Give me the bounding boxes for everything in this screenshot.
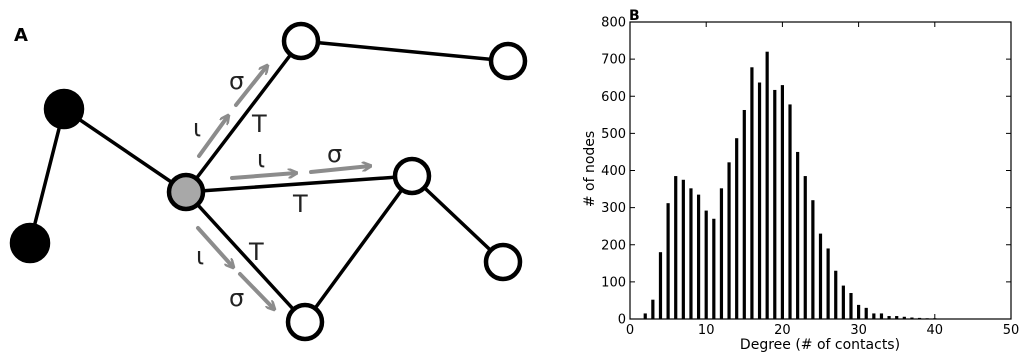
susceptible-node [392, 156, 432, 196]
y-tick-label: 600 [601, 90, 626, 105]
panel-a: A ι σ T ι σ T ι [9, 21, 528, 342]
y-tick-label: 100 [601, 275, 626, 290]
middle-iota-label: ι [257, 145, 265, 173]
histogram-bar [704, 210, 708, 319]
histogram-bar [742, 109, 746, 320]
transmission-arrows [196, 66, 370, 309]
histogram-bar [765, 51, 769, 319]
histogram-bar [872, 313, 876, 319]
y-axis-label: # of nodes [582, 131, 598, 207]
histogram-bar [681, 179, 685, 319]
upper-sigma-arrow [234, 66, 267, 107]
histogram-bar [643, 313, 647, 319]
edge [410, 174, 505, 264]
middle-t-label: T [292, 190, 308, 218]
edge [28, 107, 66, 245]
edge [303, 174, 414, 324]
middle-iota-arrow [230, 173, 296, 180]
histogram-bar [879, 313, 884, 319]
histogram-bar [857, 304, 861, 319]
histogram-bar [712, 218, 716, 319]
x-tick-label: 30 [850, 323, 867, 338]
y-tick-label: 800 [601, 16, 626, 31]
histogram-bar [780, 85, 784, 319]
y-tick-label: 400 [601, 164, 626, 179]
histogram-bar [902, 316, 906, 319]
lower-sigma-label: σ [229, 284, 244, 312]
histogram-bar [910, 317, 914, 319]
x-axis-label: Degree (# of contacts) [740, 337, 900, 353]
upper-t-label: T [251, 110, 267, 138]
arrow-labels: ι σ T ι σ T ι σ T [193, 67, 342, 312]
edge [184, 174, 414, 194]
susceptible-node [483, 242, 523, 282]
middle-sigma-arrow [309, 166, 370, 174]
edge [184, 190, 307, 324]
susceptible-node [281, 21, 321, 61]
histogram-bar [658, 252, 663, 319]
histogram-bar [735, 138, 739, 319]
histogram-bar [757, 82, 762, 319]
histogram-bar [788, 104, 792, 319]
histogram-bar [689, 188, 693, 319]
y-tick-label: 300 [601, 201, 626, 216]
histogram-bar [818, 233, 823, 319]
x-tick-label: 50 [1003, 323, 1020, 338]
network-nodes [9, 21, 528, 342]
histogram-bar [727, 162, 731, 319]
upper-iota-arrow [197, 116, 228, 158]
infected-node [9, 222, 51, 264]
y-tick-label: 700 [601, 53, 626, 68]
y-tick-label: 0 [618, 313, 626, 328]
upper-sigma-label: σ [229, 67, 244, 95]
histogram-bars [643, 51, 967, 320]
histogram-bar [826, 248, 830, 319]
histogram-bar [651, 299, 655, 319]
network-edges [28, 39, 510, 324]
susceptible-node [488, 41, 528, 81]
histogram-bar [696, 194, 701, 319]
histogram-bar [895, 316, 899, 319]
histogram-bar [674, 176, 678, 319]
histogram-bar [811, 200, 815, 319]
histogram-bar [849, 293, 853, 319]
x-tick-label: 10 [698, 323, 715, 338]
histogram-bar [719, 188, 724, 319]
middle-sigma-label: σ [327, 140, 342, 168]
panel-b-label: B [629, 8, 640, 24]
lower-iota-label: ι [196, 242, 204, 270]
x-tick-label: 20 [774, 323, 791, 338]
edge [184, 39, 303, 194]
source-node [166, 172, 206, 212]
histogram-bar [864, 307, 868, 319]
lower-iota-arrow [196, 226, 233, 267]
y-tick-label: 200 [601, 238, 626, 253]
histogram-bar [666, 203, 670, 319]
x-tick-label: 0 [626, 323, 634, 338]
histogram-bar [834, 270, 838, 319]
susceptible-node [285, 302, 325, 342]
histogram-bar [841, 285, 845, 319]
histogram-bar [803, 176, 807, 319]
lower-t-label: T [248, 238, 264, 266]
x-tick-label: 40 [927, 323, 944, 338]
histogram-bar [796, 151, 800, 319]
histogram-bar [750, 67, 754, 319]
upper-iota-label: ι [193, 114, 201, 142]
y-tick-label: 500 [601, 127, 626, 142]
histogram-bar [887, 316, 891, 319]
infected-node [43, 88, 85, 130]
lower-sigma-arrow [238, 272, 274, 309]
histogram-bar [773, 89, 777, 319]
edge [299, 39, 510, 63]
panel-a-label: A [14, 25, 28, 46]
edge [62, 107, 188, 194]
